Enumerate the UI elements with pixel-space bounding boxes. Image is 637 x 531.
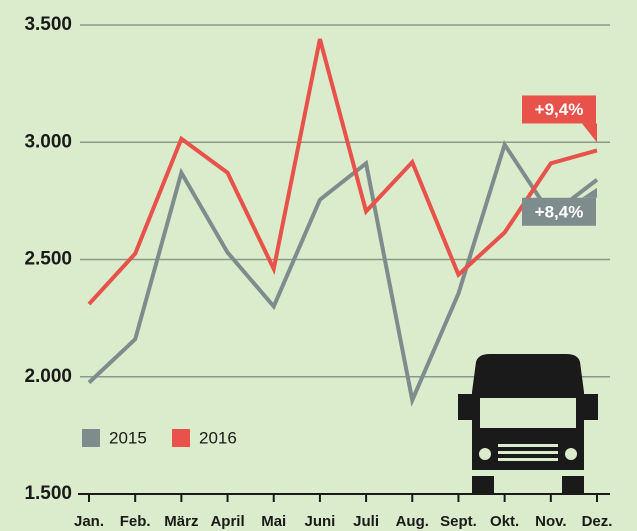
x-tick-label: Okt. — [490, 513, 519, 530]
line-series — [87, 38, 598, 306]
annotation: +8,4% — [535, 202, 584, 221]
y-tick-label: 3.500 — [24, 14, 72, 35]
x-tick-label: Jan. — [74, 513, 104, 530]
y-tick-label: 1.500 — [24, 483, 72, 504]
line-series — [87, 139, 599, 407]
legend-label: 2016 — [199, 428, 237, 447]
annotation-pointer — [582, 123, 597, 143]
x-tick-label: Feb. — [120, 513, 151, 530]
annotation: +9,4% — [535, 100, 584, 119]
x-tick-label: Sept. — [440, 513, 477, 530]
annotation-pointer — [582, 187, 597, 198]
x-tick-label: Juni — [304, 513, 335, 530]
annotation-box — [522, 197, 596, 226]
legend-label: 2015 — [109, 428, 147, 447]
x-tick-label: Dez. — [582, 513, 613, 530]
x-tick-label: Mai — [261, 513, 286, 530]
y-tick-label: 3.000 — [24, 131, 72, 152]
x-tick-label: März — [164, 513, 198, 530]
x-tick-label: April — [210, 513, 244, 530]
x-tick-label: Aug. — [396, 513, 429, 530]
y-tick-label: 2.000 — [24, 366, 72, 387]
x-tick-label: Juli — [353, 513, 379, 530]
y-tick-label: 2.500 — [24, 249, 72, 270]
x-tick-label: Nov. — [535, 513, 566, 530]
legend-swatch — [172, 429, 190, 447]
truck-icon — [458, 354, 598, 494]
annotation-box — [522, 95, 596, 124]
legend-swatch — [82, 429, 100, 447]
